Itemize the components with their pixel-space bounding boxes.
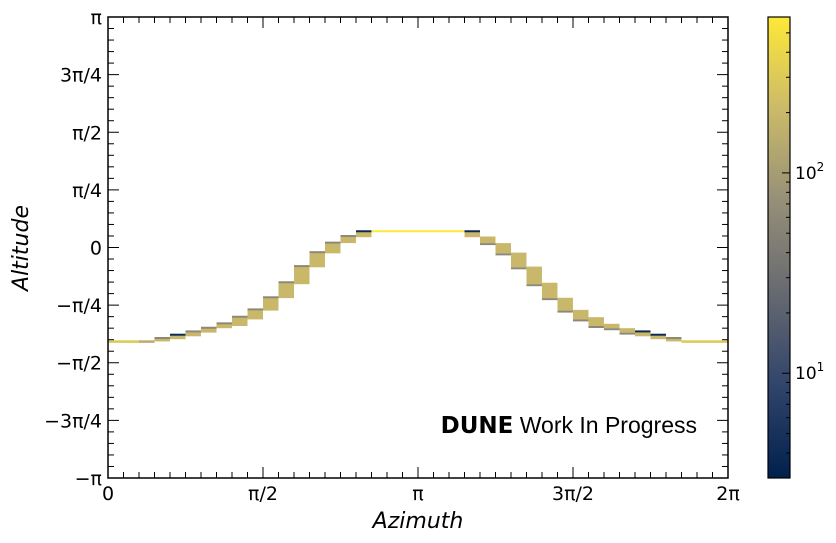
y-tick-labels: −π −3π/4 −π/2 −π/4 0 π/4 π/2 3π/4 π [44,7,102,490]
heatmap-cell [169,335,186,340]
watermark-bold: DUNE [441,413,514,439]
x-tick-label: 2π [716,483,740,505]
colorbar-tick-label: 102 [795,160,824,184]
axis-ticks [107,16,729,479]
heatmap-cell [603,323,620,329]
heatmap-cell [247,309,264,320]
heatmap-cells [108,230,728,343]
heatmap-cell [666,337,682,340]
heatmap-cell [603,328,620,331]
x-tick-label: 3π/2 [552,483,594,505]
heatmap-cell [154,338,170,342]
heatmap-cell [154,337,170,340]
heatmap-cell [294,265,310,268]
heatmap-cell [232,317,248,327]
heatmap-cell [108,340,139,343]
heatmap-cell [588,317,604,327]
heatmap-cell [309,252,325,268]
heatmap-cell [510,252,527,268]
heatmap-cell [355,230,372,233]
x-tick-label: 0 [102,483,114,505]
heatmap-cell [588,326,604,329]
heatmap-cell [216,322,233,325]
heatmap-cell [557,310,573,313]
heatmap-cell [371,230,465,233]
heatmap-cell [495,253,511,256]
y-tick-label: −π/4 [56,295,102,317]
heatmap-cell [294,266,310,285]
heatmap-cell [340,235,356,238]
y-tick-label: π/2 [72,122,102,144]
colorbar [767,16,791,479]
heatmap-cell [635,331,651,337]
y-tick-label: −π [75,468,102,490]
heatmap-cell [324,243,341,254]
heatmap-cell [572,319,589,322]
heatmap-cell [200,326,217,329]
heatmap-cell [619,328,636,333]
heatmap-cell [216,323,233,329]
heatmap-cell [666,338,682,342]
heatmap-cell [464,230,481,233]
heatmap-cell [650,335,667,340]
heatmap-cell [185,330,201,333]
heatmap-cell [541,282,558,299]
heatmap-cell [340,236,356,244]
heatmap-cell [355,231,372,238]
colorbar-ticks: 101 102 [782,16,824,479]
heatmap-cell [169,333,186,336]
y-tick-label: 3π/4 [60,65,102,87]
x-tick-label: π/2 [248,483,278,505]
heatmap-cell [510,267,527,270]
heatmap-cell [263,297,279,311]
heatmap-cell [232,315,248,318]
heatmap-cell [650,333,667,336]
heatmap-cell [138,340,155,343]
y-tick-label: 0 [90,238,102,260]
heatmap-cell [278,281,295,284]
heatmap-cell [480,243,496,246]
y-tick-label: π/4 [72,180,102,202]
heatmap-cell [309,251,325,254]
colorbar-tick-label: 101 [795,360,824,384]
watermark-rest: Work In Progress [513,412,697,438]
heatmap-cell [464,231,481,238]
heatmap-cell [526,266,542,285]
x-tick-label: π [412,483,423,505]
heatmap-cell [278,282,295,299]
heatmap-cell [635,330,651,333]
heatmap-cell [480,236,496,244]
heatmap-cell [324,241,341,244]
heatmap-cell [619,332,636,335]
heatmap-cell [495,243,511,254]
heatmap-cell [200,328,217,333]
heatmap-cell [263,296,279,299]
y-tick-label: −π/2 [56,353,102,375]
heatmap-cell [572,309,589,320]
heatmap-cell [247,308,264,311]
watermark: DUNE Work In Progress [441,412,697,439]
plot-frame [107,16,729,479]
heatmap-cell [541,298,558,301]
y-axis-title: Altitude [9,205,34,293]
heatmap-cell [681,340,728,343]
y-tick-label: −3π/4 [44,410,102,432]
x-axis-title: Azimuth [371,509,464,534]
heatmap-cell [526,284,542,287]
x-tick-labels: 0 π/2 π 3π/2 2π [102,483,740,505]
heatmap-cell [185,331,201,337]
y-tick-label: π [91,7,102,29]
heatmap-cell [557,297,573,311]
